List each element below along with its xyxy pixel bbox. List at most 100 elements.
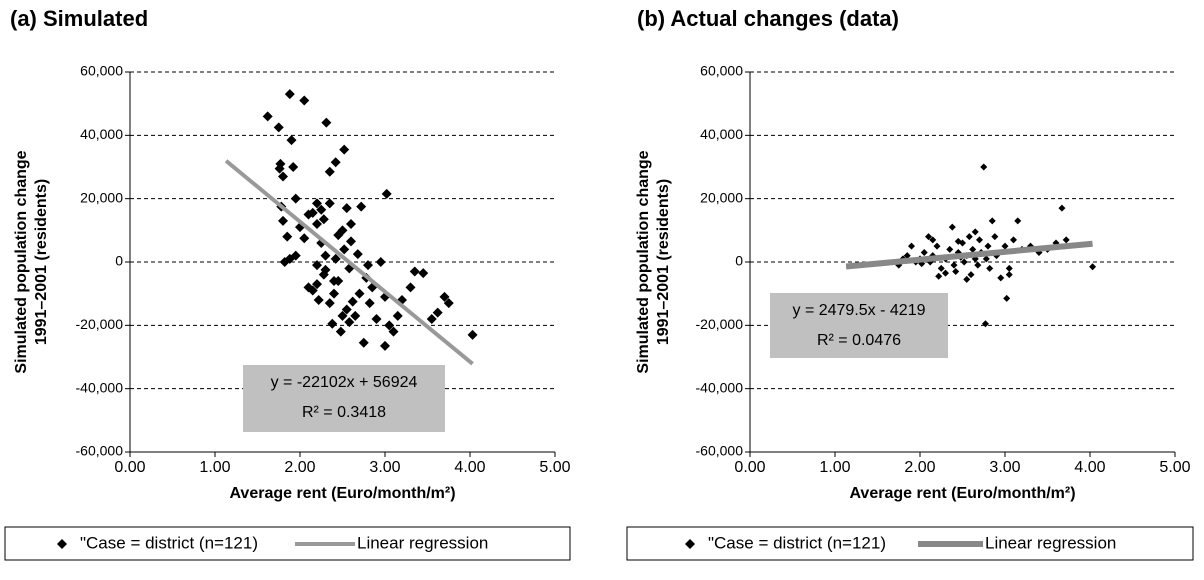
panel-title: (a) Simulated bbox=[10, 6, 148, 31]
annotation-text: R² = 0.0476 bbox=[817, 332, 901, 349]
annotation-text: R² = 0.3418 bbox=[302, 404, 386, 421]
data-point bbox=[409, 266, 420, 277]
data-point bbox=[363, 260, 373, 271]
annotation-box bbox=[770, 293, 948, 358]
data-point bbox=[371, 314, 382, 324]
data-point bbox=[1014, 217, 1022, 225]
legend-label: Linear regression bbox=[357, 533, 488, 552]
data-point bbox=[329, 288, 339, 299]
data-point bbox=[350, 310, 361, 321]
data-point bbox=[321, 117, 332, 128]
data-point bbox=[1010, 236, 1017, 244]
y-tick-label: -40,000 bbox=[696, 379, 744, 395]
data-point bbox=[432, 307, 443, 318]
data-point bbox=[279, 257, 290, 267]
x-tick-label: 5.00 bbox=[1159, 459, 1190, 476]
x-axis-label: Average rent (Euro/month/m²) bbox=[229, 485, 455, 502]
data-point bbox=[903, 252, 911, 260]
data-point bbox=[284, 89, 295, 100]
data-point bbox=[273, 122, 284, 133]
data-point bbox=[418, 268, 429, 279]
data-point bbox=[976, 236, 983, 244]
x-tick-label: 2.00 bbox=[284, 459, 315, 476]
data-point bbox=[330, 157, 341, 168]
x-tick-label: 0.00 bbox=[114, 459, 145, 476]
data-point bbox=[316, 204, 327, 215]
legend-box bbox=[626, 526, 1194, 561]
data-point bbox=[908, 242, 915, 250]
data-point bbox=[1005, 264, 1013, 272]
data-point bbox=[356, 201, 367, 212]
legend-label: Linear regression bbox=[985, 533, 1116, 552]
data-point bbox=[346, 219, 356, 229]
x-tick-label: 3.00 bbox=[369, 459, 400, 476]
data-point bbox=[1089, 263, 1097, 271]
annotation-text: y = 2479.5x - 4219 bbox=[793, 302, 926, 319]
data-point bbox=[952, 268, 960, 275]
data-point bbox=[312, 260, 322, 271]
y-tick-label: 20,000 bbox=[80, 189, 123, 205]
data-point bbox=[327, 318, 338, 329]
x-tick-label: 5.00 bbox=[539, 459, 570, 476]
data-point bbox=[965, 233, 973, 241]
data-point bbox=[392, 310, 403, 321]
data-point bbox=[980, 163, 988, 171]
data-point bbox=[330, 253, 341, 264]
data-point bbox=[288, 162, 299, 172]
x-tick-label: 4.00 bbox=[454, 459, 485, 476]
x-tick-label: 1.00 bbox=[199, 459, 230, 476]
data-point bbox=[299, 95, 310, 106]
data-point bbox=[364, 298, 375, 309]
data-point bbox=[312, 219, 322, 229]
y-tick-label: -60,000 bbox=[76, 443, 124, 459]
data-point bbox=[443, 298, 454, 309]
data-point bbox=[312, 198, 322, 209]
y-tick-label: -60,000 bbox=[696, 443, 744, 459]
data-point bbox=[278, 171, 288, 182]
data-point bbox=[981, 320, 989, 328]
data-point bbox=[329, 276, 339, 286]
data-point bbox=[341, 304, 352, 315]
x-tick-label: 0.00 bbox=[734, 459, 765, 476]
y-tick-label: 0 bbox=[735, 253, 743, 269]
data-point bbox=[960, 258, 968, 266]
x-tick-label: 4.00 bbox=[1074, 459, 1105, 476]
data-point bbox=[988, 217, 996, 225]
annotation-box bbox=[243, 365, 445, 432]
data-point bbox=[274, 163, 285, 174]
data-point bbox=[344, 317, 355, 328]
y-tick-label: -40,000 bbox=[76, 379, 124, 395]
data-point bbox=[324, 166, 335, 177]
y-axis-label: 1991–2001 (residents) bbox=[33, 179, 50, 345]
data-point bbox=[290, 250, 301, 261]
data-point bbox=[339, 244, 350, 255]
data-point bbox=[1005, 271, 1013, 279]
data-point bbox=[312, 279, 322, 290]
data-point bbox=[963, 275, 971, 283]
data-point bbox=[948, 223, 956, 231]
data-point bbox=[920, 249, 928, 256]
data-point bbox=[290, 193, 301, 204]
x-tick-label: 3.00 bbox=[989, 459, 1020, 476]
data-point bbox=[375, 257, 386, 267]
data-point bbox=[262, 111, 273, 122]
data-point bbox=[971, 228, 979, 236]
data-point bbox=[388, 326, 399, 337]
legend-label: "Case = district (n=121) bbox=[80, 533, 258, 552]
regression-line bbox=[224, 159, 474, 366]
data-point bbox=[991, 233, 999, 241]
y-tick-label: 40,000 bbox=[80, 126, 123, 142]
data-point bbox=[380, 340, 390, 351]
data-point bbox=[982, 255, 990, 263]
x-axis-label: Average rent (Euro/month/m²) bbox=[849, 485, 1075, 502]
data-point bbox=[967, 271, 975, 279]
data-point bbox=[467, 329, 478, 340]
data-point bbox=[307, 285, 318, 296]
data-point bbox=[986, 264, 994, 272]
data-point bbox=[946, 245, 954, 253]
data-point bbox=[381, 188, 392, 199]
data-point bbox=[354, 288, 365, 299]
data-point bbox=[1001, 242, 1009, 250]
data-point bbox=[313, 295, 324, 305]
